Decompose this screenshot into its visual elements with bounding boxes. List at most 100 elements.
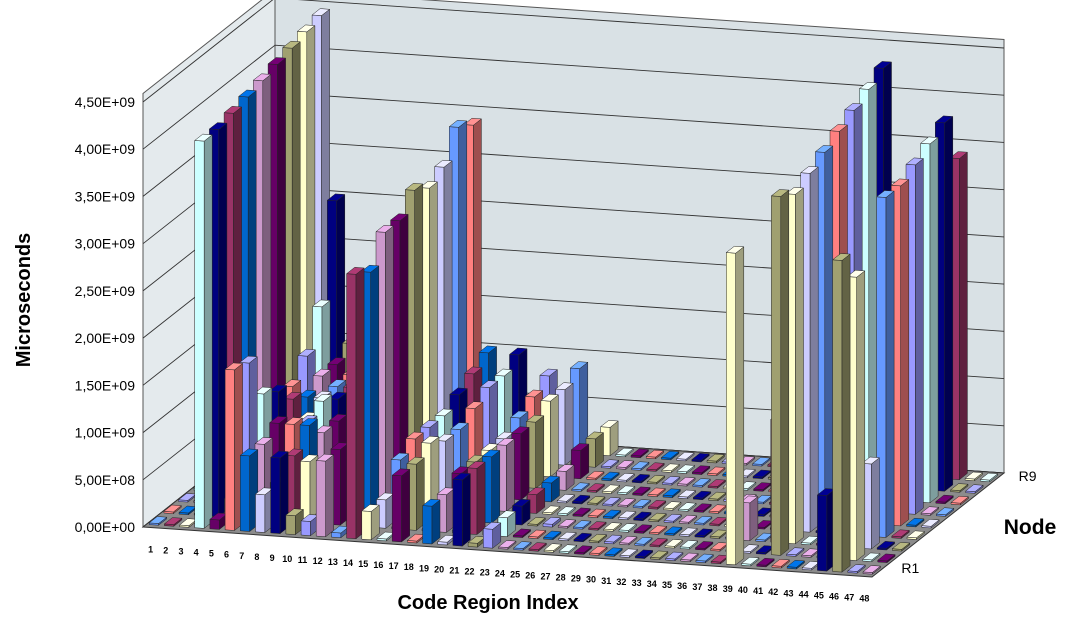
x-tick-label: 19 — [419, 563, 429, 573]
bar — [785, 547, 805, 557]
bar — [675, 451, 695, 462]
bar — [239, 448, 259, 533]
bar — [528, 542, 548, 552]
bar — [573, 545, 593, 555]
bar — [950, 495, 970, 506]
bar — [602, 509, 622, 520]
bar — [603, 522, 622, 532]
bar — [891, 542, 911, 552]
bar — [679, 527, 698, 538]
x-tick-label: 5 — [209, 549, 214, 559]
x-tick-label: 31 — [601, 576, 611, 586]
bar — [587, 508, 607, 519]
bar — [497, 510, 517, 538]
bar — [194, 133, 213, 529]
x-tick-label: 32 — [616, 577, 626, 587]
bar — [662, 501, 682, 511]
y-tick-label: 4,00E+09 — [75, 141, 136, 157]
bar — [800, 535, 820, 546]
y-tick-label: 4,50E+09 — [75, 94, 136, 110]
bar — [617, 498, 637, 508]
bar — [482, 522, 502, 549]
bar — [707, 491, 727, 502]
x-tick-label: 38 — [708, 583, 718, 593]
bar — [527, 517, 546, 527]
x-tick-label: 34 — [647, 579, 657, 589]
bar — [862, 565, 882, 575]
bar — [615, 447, 634, 458]
y-tick-label: 2,50E+09 — [75, 283, 136, 299]
x-tick-label: 1 — [148, 545, 153, 555]
bar — [706, 453, 726, 464]
bar — [949, 483, 969, 493]
y-tick-label: 1,00E+09 — [75, 425, 136, 441]
bar — [771, 559, 791, 569]
x-tick-label: 47 — [844, 592, 854, 602]
bar — [661, 463, 681, 474]
bar — [513, 541, 532, 551]
bar — [680, 552, 699, 563]
bar — [692, 478, 711, 488]
bar — [646, 462, 665, 472]
bar — [558, 531, 577, 542]
bar — [632, 499, 652, 509]
x-tick-label: 43 — [783, 588, 793, 598]
x-tick-label: 24 — [495, 568, 505, 578]
bar — [634, 537, 653, 547]
x-tick-label: 8 — [254, 552, 259, 562]
depth-tick-labels: R1 R9 — [901, 468, 1036, 576]
bar — [603, 534, 623, 545]
bar — [891, 529, 910, 540]
bar — [177, 493, 197, 503]
bar — [616, 473, 636, 483]
bar — [786, 560, 806, 570]
bar — [756, 557, 775, 568]
bar — [525, 414, 545, 489]
bar — [631, 486, 651, 497]
x-tick-label: 33 — [632, 578, 642, 588]
x-tick-label: 12 — [313, 556, 323, 566]
x-tick-label: 27 — [540, 572, 550, 582]
bar — [557, 519, 577, 529]
bar — [964, 471, 984, 482]
bar — [877, 553, 896, 564]
bar — [647, 500, 667, 510]
bar — [695, 553, 715, 564]
bar — [965, 484, 984, 494]
x-tick-label: 29 — [571, 574, 581, 584]
x-tick-label: 15 — [358, 559, 368, 569]
bar — [770, 189, 790, 556]
bar — [691, 465, 711, 476]
x-tick-label: 17 — [389, 561, 399, 571]
bar — [676, 464, 696, 475]
bar — [452, 472, 472, 547]
x-axis-title: Code Region Index — [397, 592, 578, 614]
x-tick-label: 45 — [814, 590, 824, 600]
y-tick-label: 0,00E+00 — [75, 519, 136, 535]
x-tick-label: 11 — [298, 555, 308, 565]
bar — [678, 514, 698, 525]
bar — [600, 459, 620, 469]
bar — [648, 512, 667, 523]
bar — [634, 549, 654, 560]
bar — [632, 511, 652, 522]
x-tick-label: 37 — [692, 582, 702, 592]
bar — [676, 476, 696, 487]
bar — [816, 488, 836, 572]
x-tick-label: 23 — [480, 567, 490, 577]
bar — [706, 466, 726, 477]
x-tick-label: 46 — [829, 591, 839, 601]
bar — [315, 453, 335, 538]
bar — [570, 443, 590, 480]
bar — [572, 520, 592, 530]
bar — [691, 453, 710, 463]
x-tick-label: 41 — [753, 586, 763, 596]
bar — [543, 543, 563, 553]
bar — [588, 546, 608, 557]
depth-tick-label: R9 — [1019, 468, 1037, 484]
bar — [617, 510, 637, 521]
bar — [678, 502, 697, 512]
bar — [693, 503, 712, 513]
bar — [694, 528, 714, 539]
bar — [725, 245, 745, 566]
